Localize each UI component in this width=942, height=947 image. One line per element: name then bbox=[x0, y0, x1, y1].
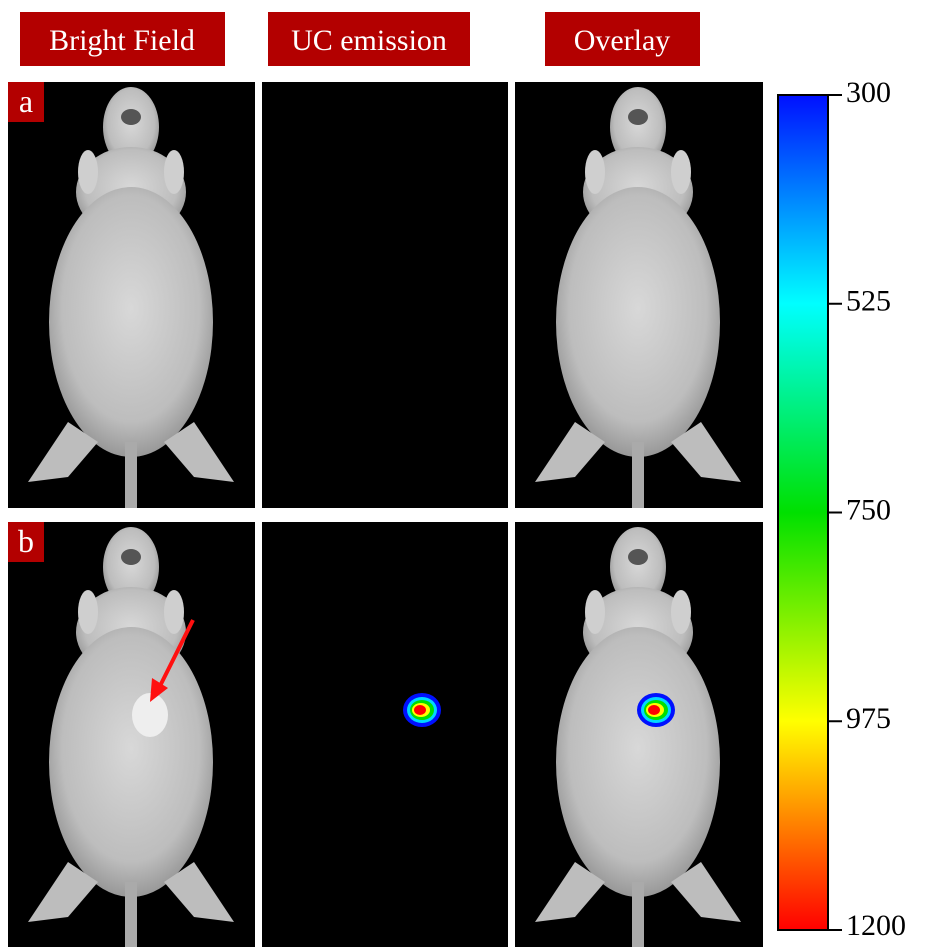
header: Overlay bbox=[574, 24, 671, 57]
image-panel bbox=[262, 82, 508, 508]
bright-spot bbox=[132, 693, 168, 737]
colorbar-tick-label: 975 bbox=[846, 702, 891, 735]
panel-label: a bbox=[19, 83, 33, 119]
colorbar-tick-label: 750 bbox=[846, 493, 891, 526]
row-b: b bbox=[8, 522, 763, 947]
emission-spot bbox=[637, 693, 675, 727]
header: UC emission bbox=[291, 24, 447, 57]
panel-label: b bbox=[18, 523, 34, 559]
colorbar bbox=[778, 95, 828, 930]
colorbar-tick-label: 1200 bbox=[846, 909, 906, 942]
header: Bright Field bbox=[49, 24, 195, 57]
colorbar-tick-label: 525 bbox=[846, 285, 891, 318]
headers: Bright Field UC emission Overlay bbox=[20, 12, 700, 66]
emission-spot bbox=[403, 693, 441, 727]
image-panel bbox=[262, 522, 508, 947]
row-a: a bbox=[8, 82, 763, 508]
colorbar-tick-label: 300 bbox=[846, 76, 891, 109]
figure: Bright Field UC emission Overlay a b 300… bbox=[0, 0, 942, 947]
